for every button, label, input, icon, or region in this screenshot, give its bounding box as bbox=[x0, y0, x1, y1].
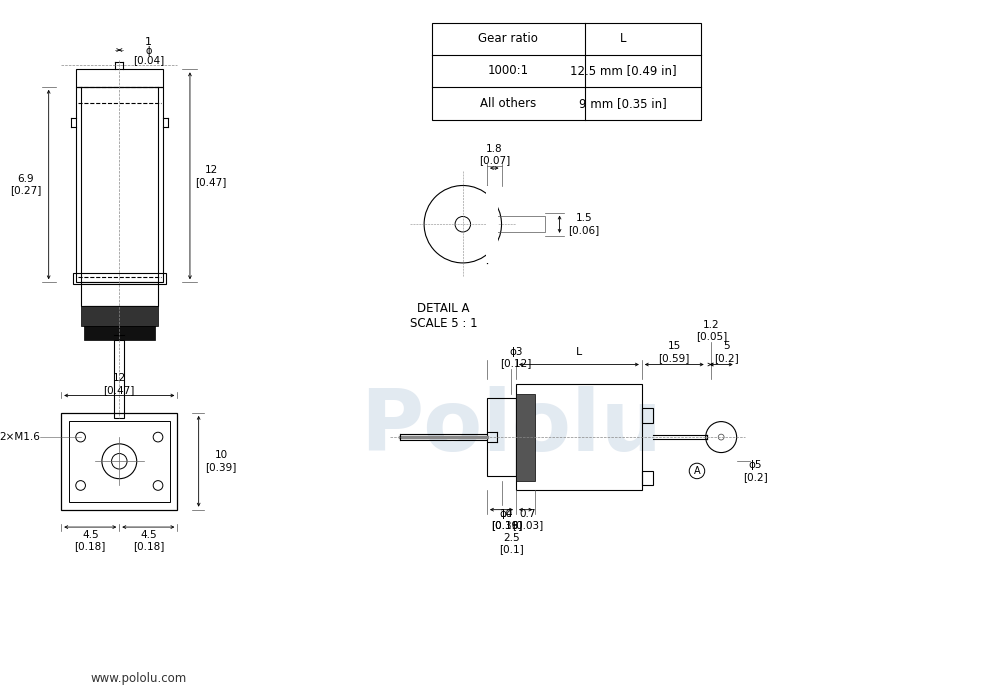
Text: 2×M1.6: 2×M1.6 bbox=[0, 432, 40, 442]
Bar bbox=[516, 384, 641, 490]
Text: DETAIL A
SCALE 5 : 1: DETAIL A SCALE 5 : 1 bbox=[410, 302, 477, 330]
Text: All others: All others bbox=[480, 97, 536, 110]
Bar bbox=[81, 307, 158, 326]
Text: Pololu: Pololu bbox=[360, 386, 662, 469]
Text: L: L bbox=[619, 32, 625, 45]
Bar bbox=[641, 471, 653, 486]
Bar bbox=[641, 408, 653, 423]
Bar bbox=[486, 398, 516, 476]
Text: 5
[0.2]: 5 [0.2] bbox=[713, 341, 738, 363]
Text: 1000:1: 1000:1 bbox=[487, 64, 529, 77]
Bar bbox=[81, 282, 158, 307]
Text: 4.5
[0.18]: 4.5 [0.18] bbox=[132, 530, 164, 552]
Bar bbox=[69, 421, 169, 502]
Text: 12.5 mm [0.49 in]: 12.5 mm [0.49 in] bbox=[570, 64, 676, 77]
Text: Gear ratio: Gear ratio bbox=[478, 32, 538, 45]
Text: 10
[0.39]: 10 [0.39] bbox=[205, 451, 237, 472]
Text: 12
[0.47]: 12 [0.47] bbox=[103, 373, 135, 395]
Text: ϕ4
[0.16]: ϕ4 [0.16] bbox=[490, 508, 522, 530]
Bar bbox=[76, 69, 163, 87]
Text: 1: 1 bbox=[145, 37, 152, 48]
Text: 4.5
[0.18]: 4.5 [0.18] bbox=[75, 530, 106, 552]
Text: www.pololu.com: www.pololu.com bbox=[90, 673, 186, 685]
Text: 1.8
[0.07]: 1.8 [0.07] bbox=[478, 144, 509, 165]
Text: ϕ3
[0.12]: ϕ3 [0.12] bbox=[500, 347, 531, 368]
Text: 1.2
[0.05]: 1.2 [0.05] bbox=[695, 320, 727, 342]
Bar bbox=[516, 393, 535, 481]
Bar bbox=[485, 186, 497, 263]
Bar bbox=[83, 326, 155, 340]
Text: L: L bbox=[576, 347, 581, 357]
Bar bbox=[76, 87, 163, 282]
Text: A: A bbox=[693, 466, 700, 476]
Text: 12
[0.47]: 12 [0.47] bbox=[196, 165, 227, 187]
Text: 0.7
[0.03]: 0.7 [0.03] bbox=[512, 508, 543, 530]
Bar bbox=[83, 307, 155, 326]
Text: 6.9
[0.27]: 6.9 [0.27] bbox=[10, 174, 41, 195]
Text: 9 mm [0.35 in]: 9 mm [0.35 in] bbox=[579, 97, 666, 110]
Text: 1.5
[0.06]: 1.5 [0.06] bbox=[568, 214, 598, 235]
Bar bbox=[73, 272, 166, 284]
Bar bbox=[431, 23, 700, 120]
Text: [0.04]: [0.04] bbox=[132, 55, 164, 64]
Bar bbox=[62, 413, 177, 510]
Text: 2.5
[0.1]: 2.5 [0.1] bbox=[498, 533, 523, 554]
Text: ϕ5
[0.2]: ϕ5 [0.2] bbox=[742, 460, 766, 482]
Circle shape bbox=[423, 186, 501, 263]
Text: 10
[0.39]: 10 [0.39] bbox=[490, 508, 522, 530]
Text: ϕ: ϕ bbox=[145, 46, 151, 56]
Bar bbox=[486, 216, 545, 232]
Bar bbox=[114, 340, 124, 418]
Text: 15
[0.59]: 15 [0.59] bbox=[658, 341, 689, 363]
